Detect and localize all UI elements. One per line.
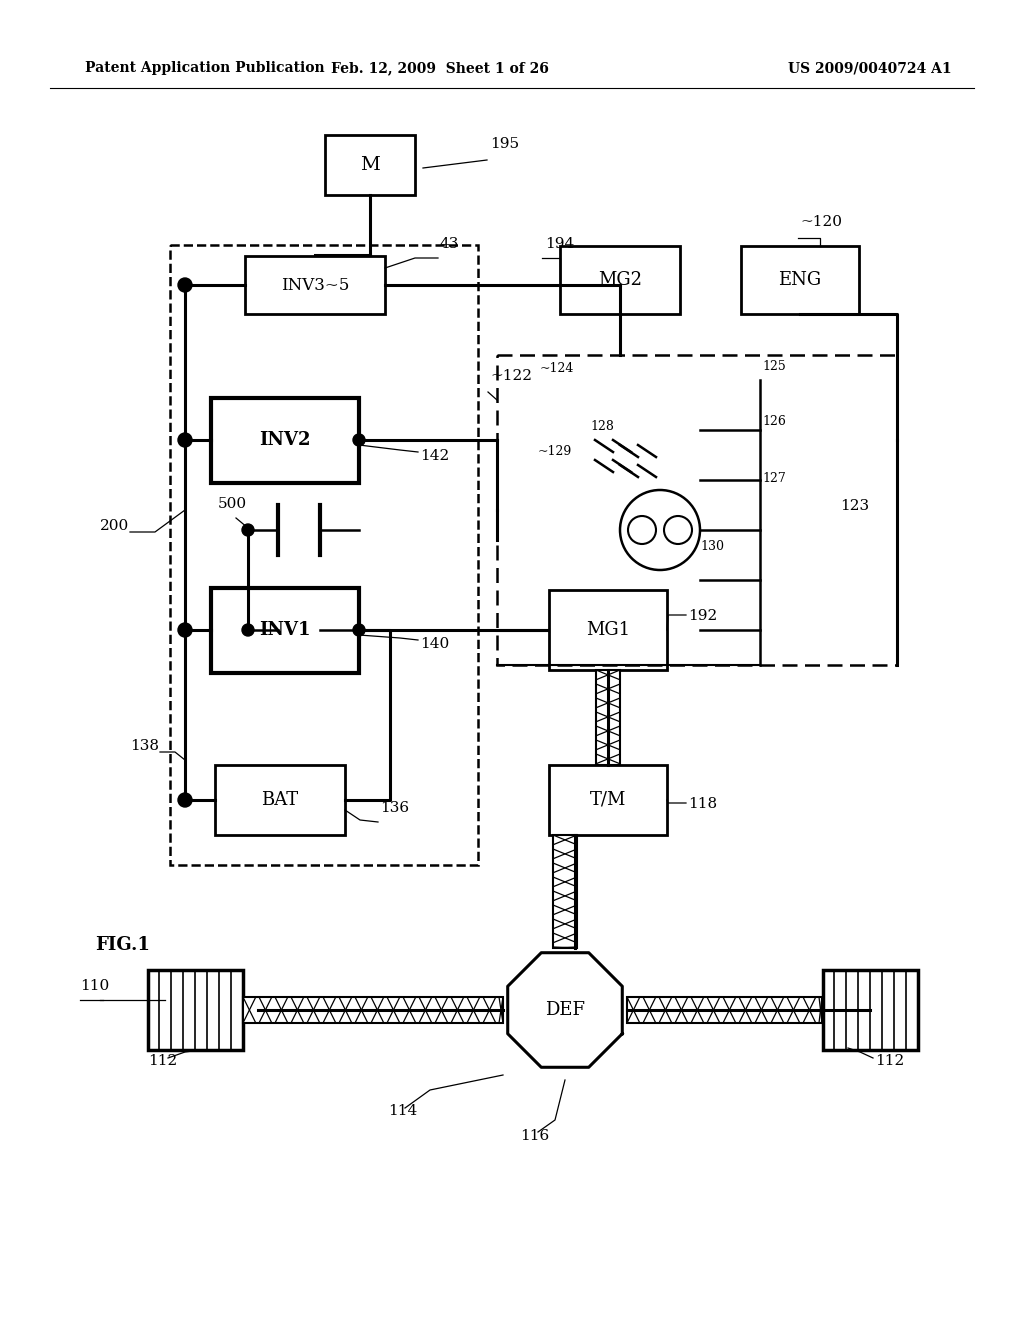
Text: 500: 500 bbox=[218, 498, 247, 511]
Text: Feb. 12, 2009  Sheet 1 of 26: Feb. 12, 2009 Sheet 1 of 26 bbox=[331, 61, 549, 75]
Text: 112: 112 bbox=[148, 1053, 177, 1068]
Bar bbox=[553, 836, 577, 948]
Circle shape bbox=[353, 624, 365, 636]
Text: INV1: INV1 bbox=[259, 620, 310, 639]
Bar bbox=[325, 135, 415, 195]
Text: 138: 138 bbox=[130, 739, 159, 752]
Text: T/M: T/M bbox=[590, 791, 627, 809]
Bar bbox=[560, 246, 680, 314]
Circle shape bbox=[242, 524, 254, 536]
Text: 140: 140 bbox=[420, 638, 450, 651]
Circle shape bbox=[178, 433, 193, 447]
Text: DEF: DEF bbox=[545, 1001, 585, 1019]
Text: 127: 127 bbox=[762, 473, 785, 484]
Text: MG2: MG2 bbox=[598, 271, 642, 289]
Bar bbox=[741, 246, 859, 314]
Text: ~122: ~122 bbox=[490, 370, 532, 383]
Text: ~129: ~129 bbox=[538, 445, 572, 458]
Text: 43: 43 bbox=[440, 238, 460, 251]
Bar bbox=[211, 397, 359, 483]
Circle shape bbox=[353, 434, 365, 446]
Text: 200: 200 bbox=[100, 519, 129, 533]
Text: 128: 128 bbox=[590, 420, 613, 433]
Text: 195: 195 bbox=[490, 137, 519, 150]
Text: MG1: MG1 bbox=[586, 620, 630, 639]
Bar bbox=[147, 970, 243, 1049]
Text: 126: 126 bbox=[762, 414, 785, 428]
Circle shape bbox=[242, 624, 254, 636]
Bar bbox=[497, 355, 897, 665]
Text: ~124: ~124 bbox=[540, 362, 574, 375]
Bar bbox=[549, 766, 667, 836]
Text: 130: 130 bbox=[700, 540, 724, 553]
Text: 194: 194 bbox=[545, 238, 574, 251]
Text: ~120: ~120 bbox=[800, 215, 842, 228]
Bar bbox=[627, 997, 822, 1023]
Text: 118: 118 bbox=[688, 797, 717, 810]
Text: BAT: BAT bbox=[261, 791, 299, 809]
Bar bbox=[596, 671, 620, 766]
Text: ENG: ENG bbox=[778, 271, 821, 289]
Text: INV2: INV2 bbox=[259, 432, 310, 449]
Bar bbox=[170, 246, 478, 865]
Bar bbox=[211, 587, 359, 672]
Text: 125: 125 bbox=[762, 360, 785, 374]
Text: 123: 123 bbox=[840, 499, 869, 513]
Text: Patent Application Publication: Patent Application Publication bbox=[85, 61, 325, 75]
Text: 116: 116 bbox=[520, 1129, 549, 1143]
Text: 136: 136 bbox=[380, 801, 410, 814]
Text: 192: 192 bbox=[688, 609, 717, 623]
Bar bbox=[215, 766, 345, 836]
Bar bbox=[245, 256, 385, 314]
Text: 114: 114 bbox=[388, 1104, 417, 1118]
Text: 110: 110 bbox=[80, 979, 110, 993]
Text: 112: 112 bbox=[874, 1053, 904, 1068]
Bar bbox=[243, 997, 503, 1023]
Text: US 2009/0040724 A1: US 2009/0040724 A1 bbox=[788, 61, 952, 75]
Circle shape bbox=[178, 793, 193, 807]
Text: INV3~5: INV3~5 bbox=[281, 276, 349, 293]
Text: M: M bbox=[360, 156, 380, 174]
Circle shape bbox=[178, 279, 193, 292]
Circle shape bbox=[178, 623, 193, 638]
Text: FIG.1: FIG.1 bbox=[95, 936, 150, 954]
Bar bbox=[549, 590, 667, 671]
Bar bbox=[822, 970, 918, 1049]
Text: 142: 142 bbox=[420, 449, 450, 463]
